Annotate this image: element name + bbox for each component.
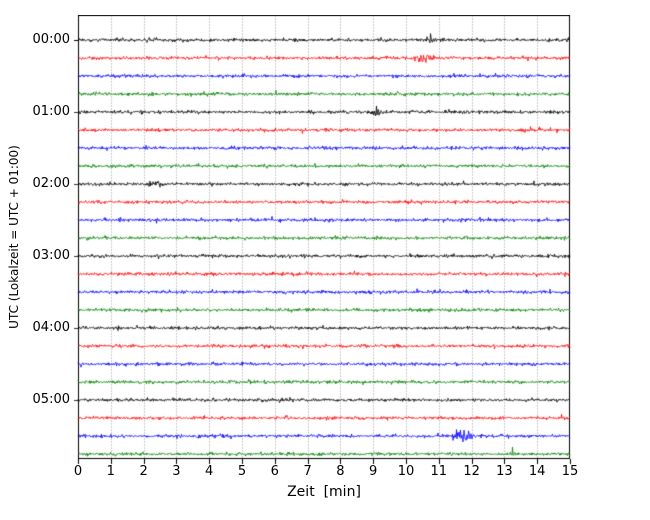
x-tick-label: 10	[397, 464, 415, 479]
x-tick-label: 0	[73, 464, 83, 479]
x-tick-label: 7	[303, 464, 312, 479]
x-tick-label: 9	[369, 464, 378, 479]
y-tick-label: 00:00	[32, 32, 70, 47]
x-tick-label: 1	[106, 464, 115, 479]
x-tick-label: 13	[496, 464, 513, 479]
x-tick-label: 6	[270, 464, 279, 479]
y-tick-label: 04:00	[32, 320, 70, 335]
y-tick-label: 02:00	[32, 176, 70, 191]
x-tick-label: 3	[172, 464, 181, 479]
x-axis-label: Zeit [min]	[287, 484, 361, 500]
x-tick-label: 4	[205, 464, 214, 479]
x-tick-label: 12	[463, 464, 480, 479]
x-tick-label: 2	[139, 464, 148, 479]
x-tick-label: 14	[528, 464, 546, 479]
y-tick-label: 01:00	[32, 104, 70, 119]
y-axis-label: UTC (Lokalzeit = UTC + 01:00)	[7, 145, 21, 329]
seismogram-canvas	[72, 15, 572, 467]
x-tick-label: 8	[336, 464, 345, 479]
x-tick-label: 5	[237, 464, 247, 479]
y-tick-label: 05:00	[32, 392, 70, 407]
x-tick-label: 11	[430, 464, 448, 479]
x-tick-label: 15	[561, 464, 579, 479]
y-tick-label: 03:00	[32, 248, 70, 263]
